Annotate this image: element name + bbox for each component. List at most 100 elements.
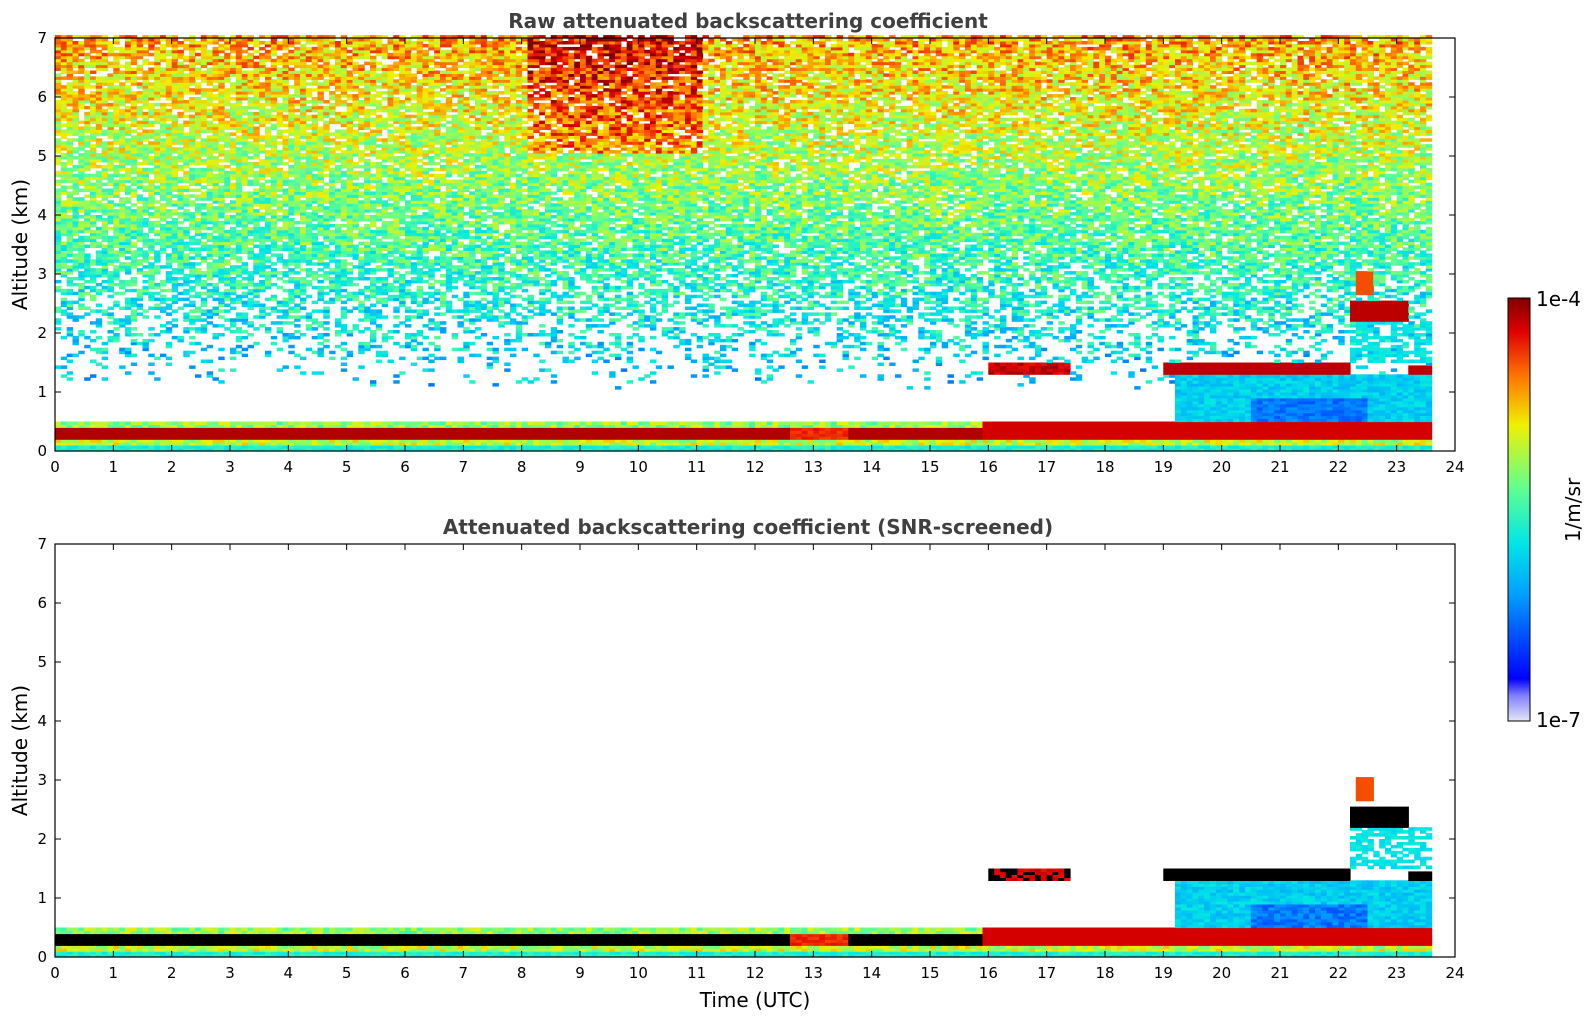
heatmap-cell: [119, 324, 126, 328]
heatmap-cell: [265, 433, 272, 437]
heatmap-cell: [317, 448, 324, 452]
heatmap-cell: [305, 91, 313, 95]
heatmap-cell: [60, 265, 68, 269]
heatmap-cell: [212, 114, 219, 119]
heatmap-cell: [317, 436, 324, 440]
heatmap-cell: [195, 108, 202, 113]
heatmap-cell: [130, 144, 138, 148]
heatmap-cell: [177, 79, 184, 83]
heatmap-cell: [282, 100, 289, 104]
heatmap-cell: [119, 144, 126, 148]
heatmap-cell: [66, 82, 74, 86]
heatmap-cell: [66, 97, 74, 101]
heatmap-cell: [346, 111, 354, 116]
heatmap-cell: [84, 159, 91, 163]
heatmap-cell: [270, 421, 278, 425]
heatmap-cell: [130, 94, 138, 98]
heatmap-cell: [218, 271, 225, 275]
heatmap-cell: [212, 427, 219, 431]
heatmap-cell: [340, 132, 348, 136]
heatmap-cell: [323, 333, 330, 337]
heatmap-cell: [148, 141, 155, 145]
heatmap-cell: [288, 194, 295, 198]
heatmap-cell: [125, 156, 132, 160]
heatmap-cell: [177, 291, 184, 296]
heatmap-cell: [119, 164, 126, 169]
heatmap-cell: [300, 132, 307, 136]
heatmap-cell: [130, 297, 138, 302]
heatmap-cell: [305, 94, 313, 98]
heatmap-cell: [206, 277, 214, 281]
heatmap-cell: [329, 439, 336, 443]
heatmap-cell: [60, 100, 68, 104]
heatmap-cell: [241, 55, 249, 60]
heatmap-cell: [113, 55, 120, 60]
heatmap-cell: [305, 318, 313, 322]
heatmap-cell: [60, 259, 68, 263]
heatmap-cell: [95, 38, 103, 42]
heatmap-cell: [311, 445, 319, 449]
heatmap-cell: [259, 206, 266, 210]
heatmap-cell: [142, 421, 149, 425]
heatmap-cell: [253, 126, 260, 130]
heatmap-cell: [165, 421, 173, 425]
heatmap-cell: [235, 436, 243, 440]
heatmap-cell: [282, 197, 289, 201]
heatmap-cell: [142, 439, 149, 443]
heatmap-cell: [241, 244, 249, 248]
heatmap-cell: [311, 277, 319, 281]
heatmap-cell: [142, 58, 149, 63]
heatmap-cell: [119, 350, 126, 355]
heatmap-cell: [160, 43, 167, 48]
heatmap-cell: [265, 279, 272, 284]
heatmap-cell: [66, 439, 74, 443]
heatmap-cell: [90, 132, 97, 136]
heatmap-cell: [305, 238, 313, 243]
heatmap-cell: [265, 282, 272, 287]
heatmap-cell: [189, 294, 196, 299]
heatmap-cell: [60, 241, 68, 246]
heatmap-cell: [119, 247, 126, 251]
heatmap-cell: [130, 318, 138, 322]
heatmap-cell: [154, 259, 161, 263]
heatmap-cell: [370, 282, 377, 287]
heatmap-cell: [84, 64, 91, 69]
heatmap-cell: [329, 159, 336, 163]
heatmap-cell: [364, 100, 371, 104]
heatmap-cell: [282, 67, 289, 71]
heatmap-cell: [60, 262, 68, 266]
heatmap-cell: [241, 194, 249, 198]
heatmap-cell: [235, 206, 243, 210]
heatmap-cell: [148, 88, 155, 92]
heatmap-cell: [276, 206, 284, 210]
heatmap-cell: [230, 238, 237, 243]
heatmap-cell: [346, 209, 354, 213]
heatmap-cell: [165, 223, 173, 228]
heatmap-cell: [130, 241, 138, 246]
heatmap-cell: [335, 132, 342, 136]
heatmap-cell: [160, 244, 167, 248]
heatmap-cell: [142, 173, 149, 178]
heatmap-cell: [300, 105, 307, 110]
heatmap-cell: [101, 94, 109, 98]
heatmap-cell: [113, 41, 120, 45]
heatmap-cell: [90, 46, 97, 51]
heatmap-cell: [370, 383, 377, 387]
heatmap-cell: [55, 159, 62, 163]
heatmap-cell: [206, 76, 214, 80]
heatmap-cell: [189, 262, 196, 266]
heatmap-cell: [323, 141, 330, 145]
heatmap-cell: [107, 424, 114, 428]
heatmap-cell: [119, 318, 126, 322]
heatmap-cell: [370, 229, 377, 234]
heatmap-cell: [113, 226, 120, 231]
heatmap-cell: [212, 161, 219, 166]
heatmap-cell: [364, 82, 371, 86]
heatmap-cell: [218, 244, 225, 248]
heatmap-cell: [218, 173, 225, 178]
heatmap-cell: [189, 46, 196, 51]
heatmap-cell: [241, 73, 249, 77]
heatmap-cell: [311, 232, 319, 237]
heatmap-cell: [305, 232, 313, 237]
heatmap-cell: [241, 117, 249, 122]
